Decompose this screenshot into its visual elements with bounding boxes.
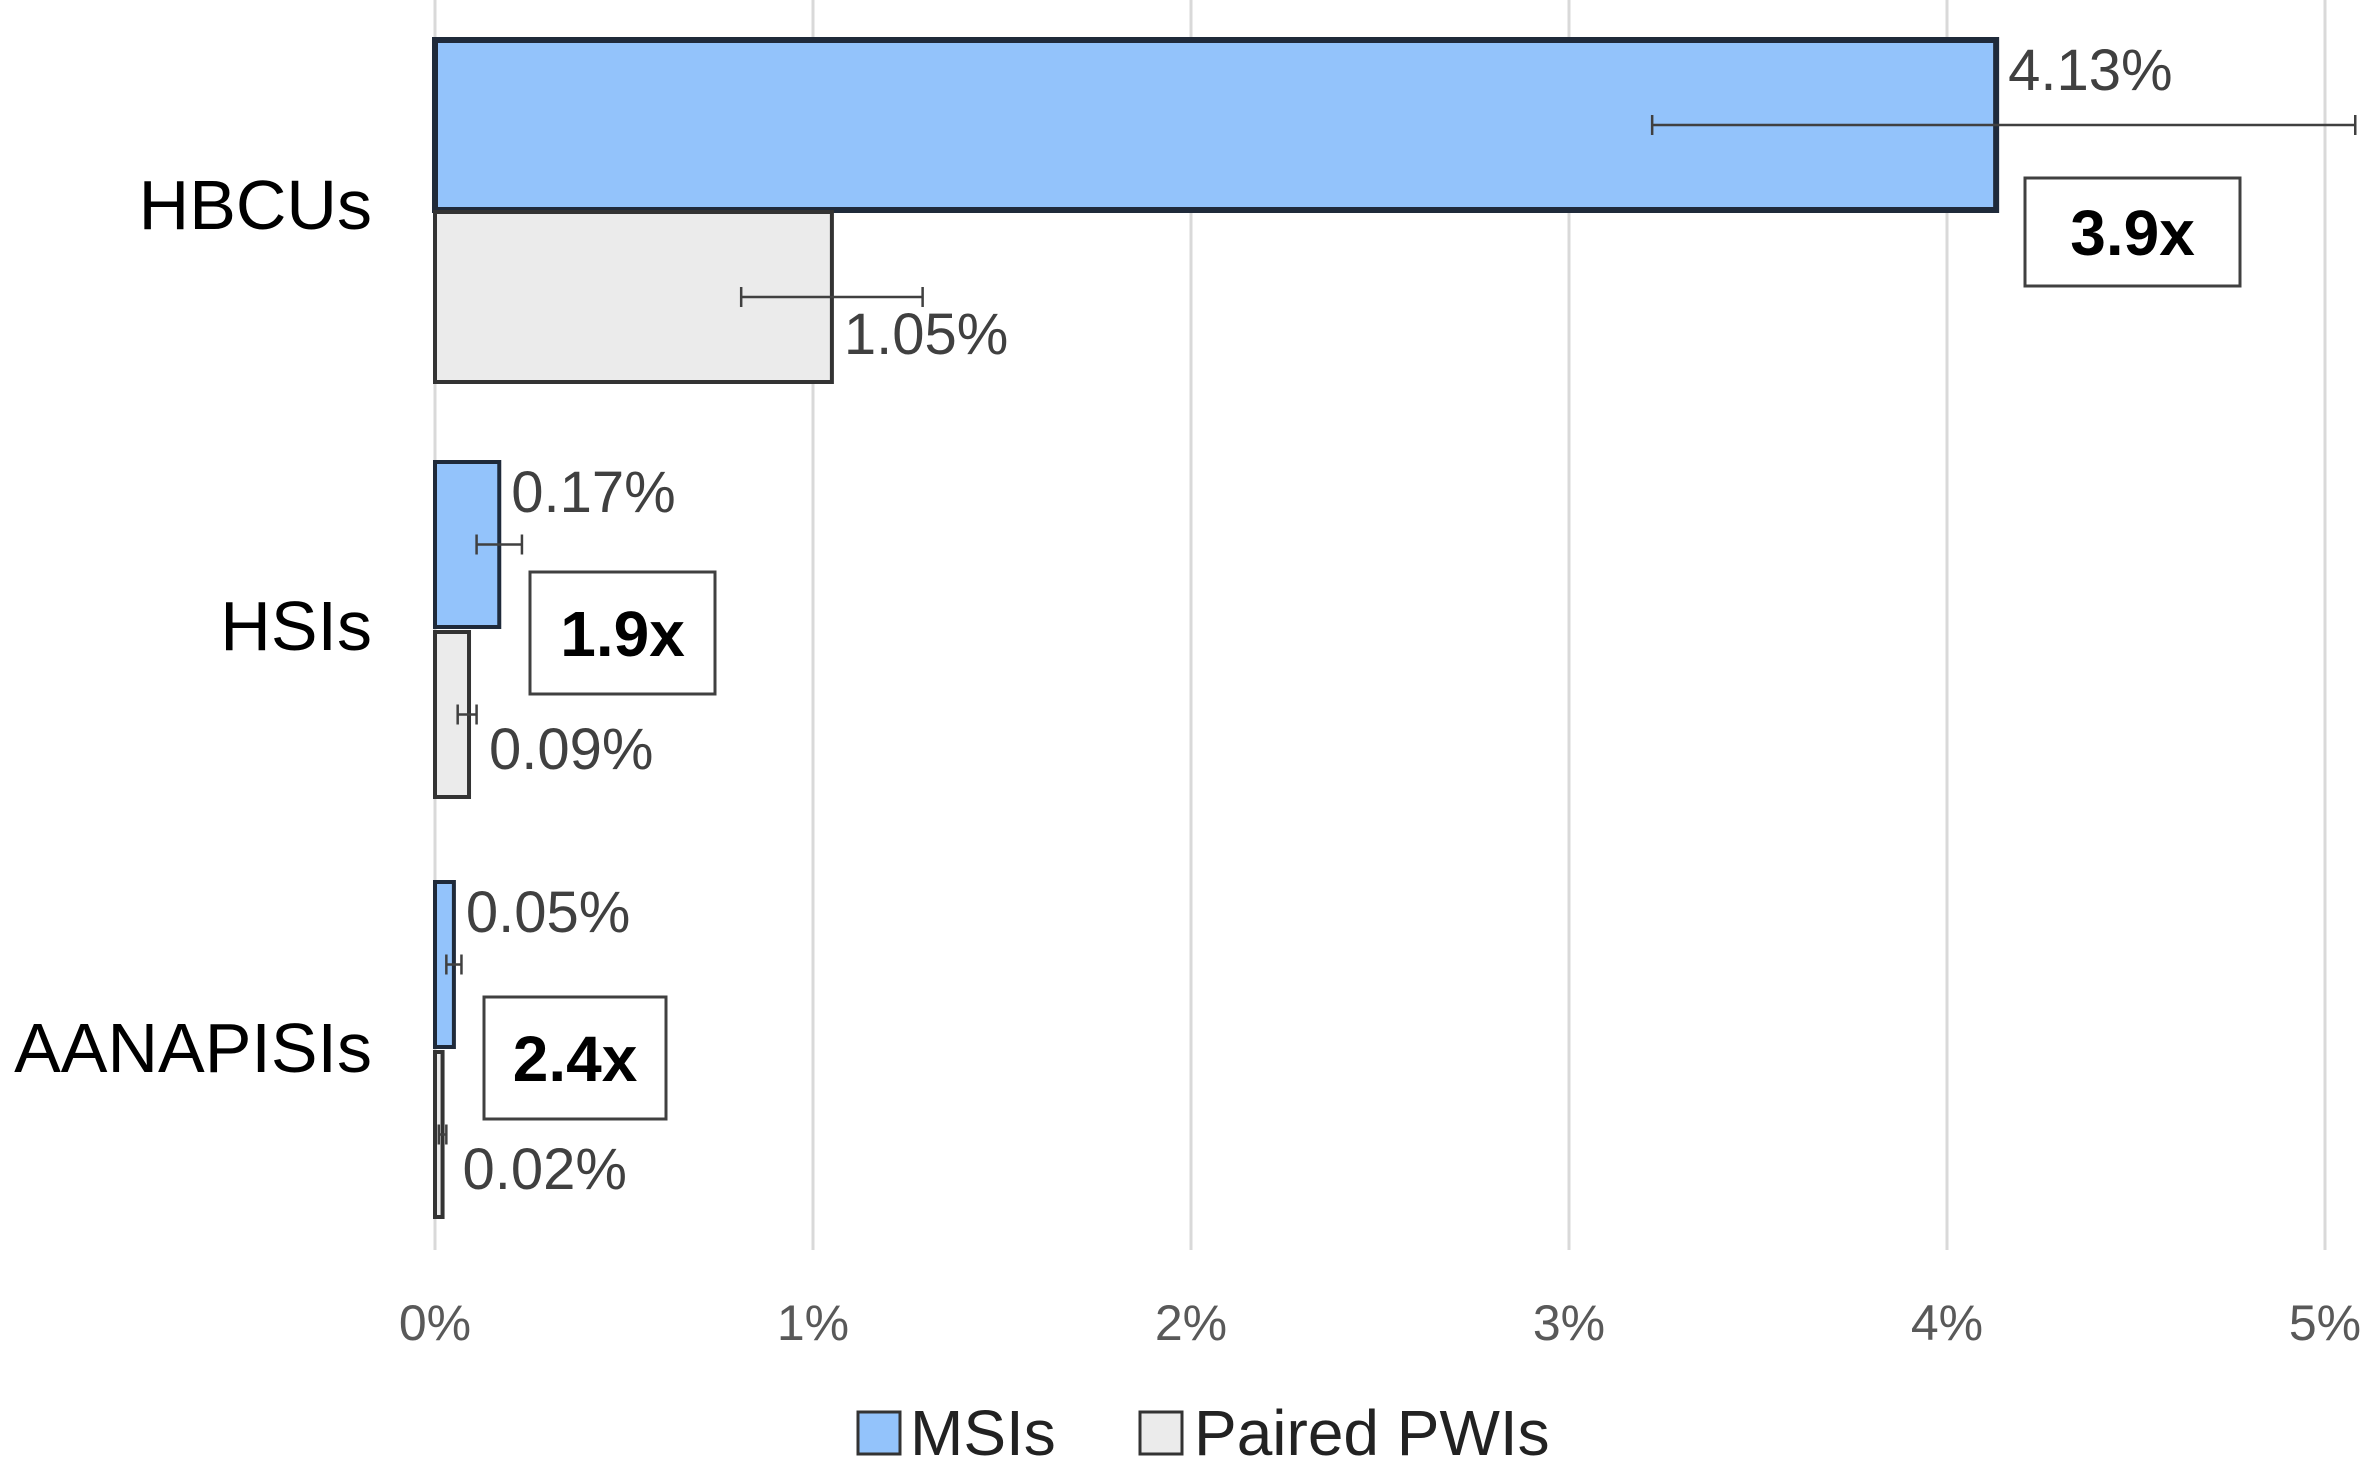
category-label-0: HBCUs — [139, 166, 372, 244]
value-label-1-1: 0.09% — [489, 717, 653, 782]
legend-swatch-1 — [1138, 1410, 1184, 1456]
x-tick-label-1: 1% — [777, 1295, 849, 1351]
value-label-1-2: 0.02% — [463, 1137, 627, 1202]
value-label-0-0: 4.13% — [2008, 38, 2172, 103]
value-label-0-1: 0.17% — [511, 460, 675, 525]
x-tick-label-2: 2% — [1155, 1295, 1227, 1351]
ratio-label-0: 3.9x — [2070, 197, 2195, 269]
value-label-0-2: 0.05% — [466, 880, 630, 945]
legend-swatch-0 — [856, 1410, 902, 1456]
x-axis-tick-labels: 0% 1% 2% 3% 4% 5% — [399, 1295, 2361, 1351]
x-tick-label-0: 0% — [399, 1295, 471, 1351]
legend-label-0: MSIs — [910, 1397, 1056, 1466]
legend-label-1: Paired PWIs — [1194, 1397, 1550, 1466]
ratio-label-1: 1.9x — [560, 598, 685, 670]
ratio-box-0 — [2023, 176, 2242, 288]
category-label-1: HSIs — [220, 587, 372, 665]
legend: MSIs Paired PWIs — [856, 1397, 1550, 1466]
category-label-2: AANAPISIs — [14, 1009, 372, 1087]
ratio-label-2: 2.4x — [513, 1023, 638, 1095]
x-tick-label-3: 3% — [1533, 1295, 1605, 1351]
x-tick-label-5: 5% — [2289, 1295, 2361, 1351]
ratio-box-1 — [528, 570, 717, 696]
ratio-box-2 — [482, 995, 668, 1121]
value-label-1-0: 1.05% — [844, 302, 1008, 367]
bars — [432, 37, 2357, 1219]
data-labels: HBCUs 4.13% 1.05% 3.9x HSIs 0.17% 0.09% 1.9x AAN… — [14, 38, 2242, 1202]
x-tick-label-4: 4% — [1911, 1295, 1983, 1351]
